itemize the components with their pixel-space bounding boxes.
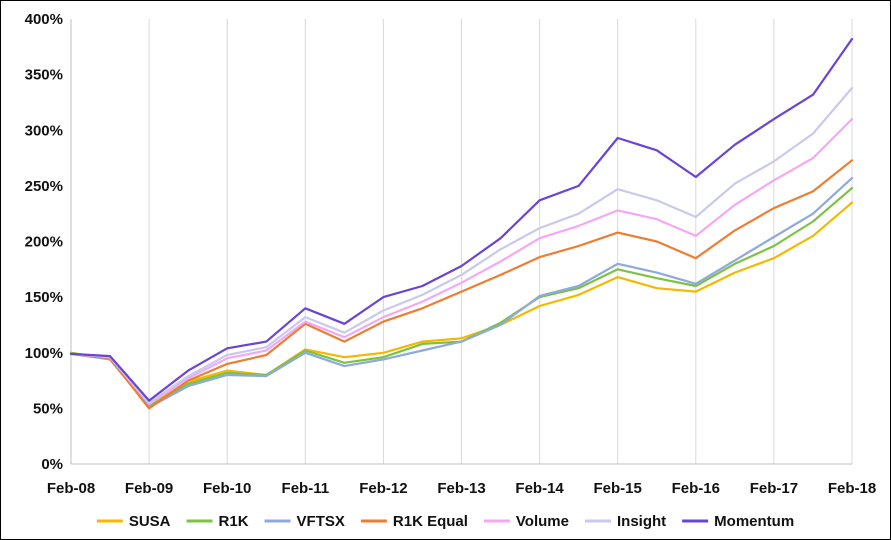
series-line-momentum [69,37,854,402]
y-tick-label: 350% [25,67,63,84]
series-line-insight [69,86,854,404]
series-line-vftsx [69,177,854,409]
legend-label: Volume [516,513,569,530]
legend-item-r1k-equal: R1K Equal [360,513,468,530]
y-tick-label: 50% [33,400,63,417]
x-tick-label: Feb-17 [750,480,798,497]
x-tick-label: Feb-10 [203,480,251,497]
axes [70,19,852,465]
x-tick-label: Feb-14 [515,480,564,497]
x-tick-label: Feb-09 [125,480,173,497]
legend-label: VFTSX [297,513,345,530]
legend-item-vftsx: VFTSX [264,513,345,530]
series-line-r1k-equal [69,159,854,410]
y-tick-label: 250% [25,178,63,195]
x-tick-label: Feb-11 [282,480,330,497]
legend-item-momentum: Momentum [682,513,794,530]
y-tick-labels: 0% 50% 100% 150% 200% 250% 300% 350% 400% [25,11,63,473]
y-tick-label: 150% [25,289,63,306]
x-tick-label: Feb-12 [359,480,407,497]
y-tick-label: 100% [25,345,63,362]
x-tick-label: Feb-08 [47,480,95,497]
y-tick-label: 400% [25,11,63,28]
x-tick-label: Feb-16 [672,480,720,497]
legend-item-insight: Insight [584,513,666,530]
x-tick-label: Feb-18 [828,480,876,497]
x-tick-labels: Feb-08 Feb-09 Feb-10 Feb-11 Feb-12 Feb-13 Feb-… [47,480,876,497]
legend-label: Momentum [714,513,794,530]
legend-item-susa: SUSA [96,513,171,530]
series-line-volume [69,117,854,405]
x-tick-label: Feb-13 [437,480,485,497]
y-tick-label: 0% [41,456,63,473]
legend-label: R1K [219,513,249,530]
grid-lines [148,19,853,464]
legend: SUSA R1K VFTSX R1K Equal Volume Insight Moment… [96,513,794,530]
legend-item-r1k: R1K [186,513,249,530]
series-lines [69,37,854,410]
y-tick-label: 200% [25,234,63,251]
legend-label: R1K Equal [393,513,468,530]
y-tick-label: 300% [25,122,63,139]
legend-item-volume: Volume [483,513,569,530]
series-line-susa [69,201,854,407]
x-tick-label: Feb-15 [594,480,642,497]
legend-label: Insight [617,513,666,530]
legend-label: SUSA [129,513,171,530]
